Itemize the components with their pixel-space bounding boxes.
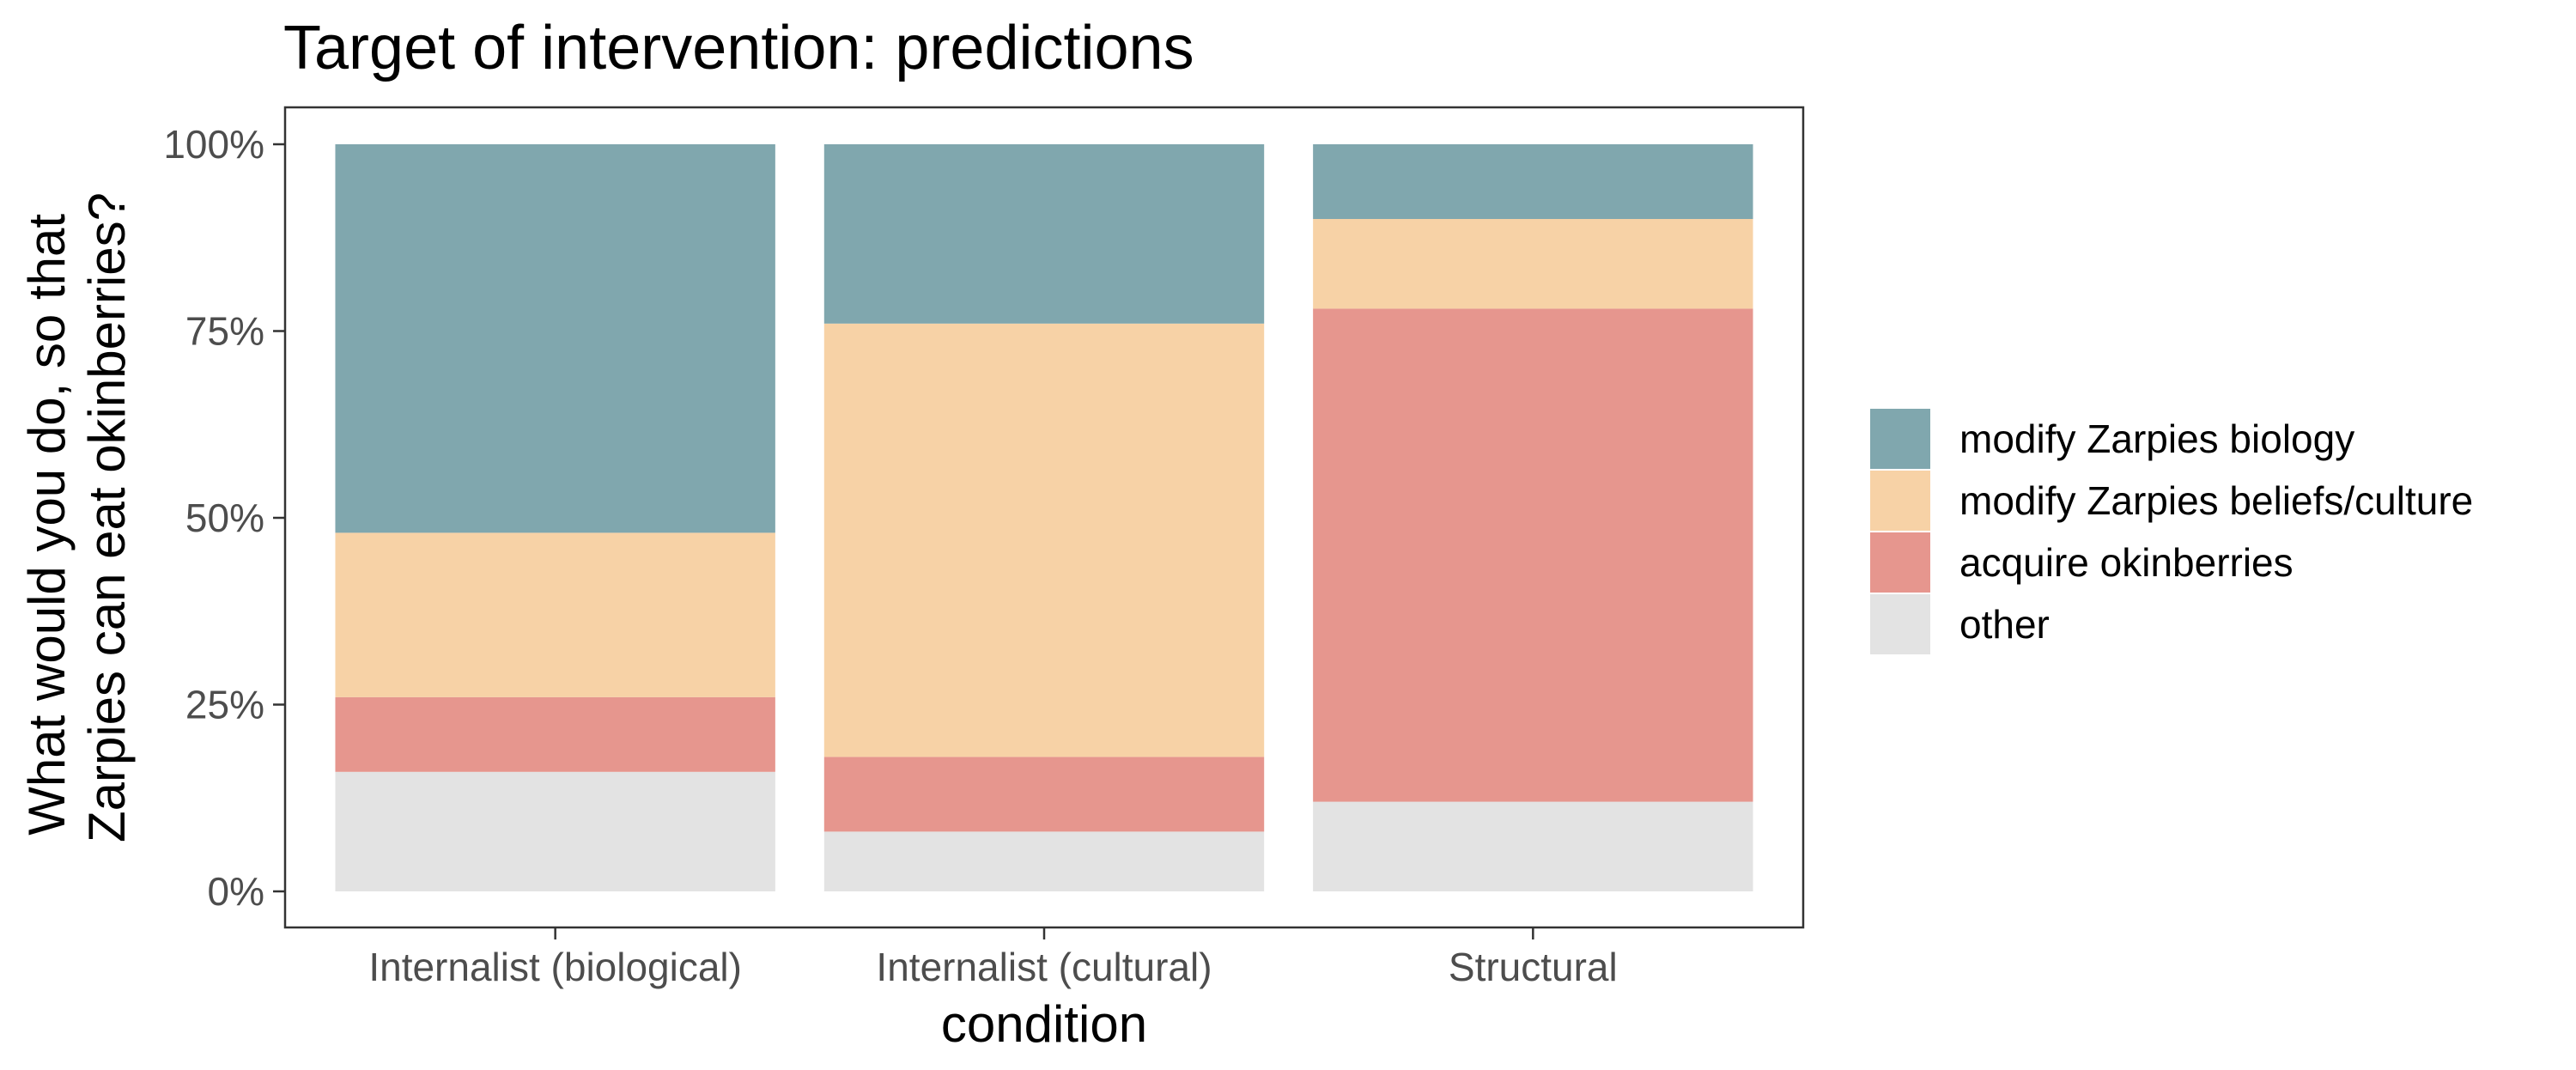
bar-segment-2-3 <box>823 323 1265 757</box>
x-tick-label: Internalist (cultural) <box>876 945 1212 989</box>
y-tick-label: 100% <box>163 122 264 167</box>
legend-key <box>1870 471 1930 531</box>
bars-group <box>335 144 1753 891</box>
x-axis-title: condition <box>941 995 1147 1053</box>
y-tick-label: 50% <box>185 495 264 540</box>
legend-label: acquire okinberries <box>1959 540 2293 585</box>
legend-label: modify Zarpies biology <box>1959 416 2354 461</box>
bar-segment-2-1 <box>823 831 1265 891</box>
y-tick-label: 25% <box>185 683 264 727</box>
y-tick-label: 75% <box>185 309 264 354</box>
bar-segment-1-4 <box>335 144 775 533</box>
legend-label: modify Zarpies beliefs/culture <box>1959 478 2473 523</box>
y-axis-title: What would you do, so that Zarpies can e… <box>18 192 136 842</box>
bar-segment-3-1 <box>1313 801 1753 891</box>
x-axis: Internalist (biological) Internalist (cul… <box>368 927 1618 989</box>
x-tick-label: Structural <box>1449 945 1618 989</box>
legend-key <box>1870 532 1930 593</box>
legend-key <box>1870 594 1930 654</box>
legend-key <box>1870 409 1930 469</box>
bar-segment-1-3 <box>335 532 775 697</box>
bar-segment-1-2 <box>335 696 775 772</box>
legend: modify Zarpies biology modify Zarpies bel… <box>1870 409 2473 654</box>
bar-segment-2-4 <box>823 144 1265 324</box>
bar-segment-3-3 <box>1313 219 1753 309</box>
chart-title: Target of intervention: predictions <box>283 14 1194 82</box>
bar-segment-3-2 <box>1313 308 1753 802</box>
bar-segment-1-1 <box>335 771 775 891</box>
legend-label: other <box>1959 602 2050 647</box>
y-axis-title-line-1: What would you do, so that <box>18 214 76 836</box>
y-tick-label: 0% <box>208 869 264 914</box>
bar-segment-2-2 <box>823 757 1265 832</box>
bar-segment-3-4 <box>1313 144 1753 219</box>
y-axis: 0% 25% 50% 75% 100% <box>163 122 285 914</box>
y-axis-title-line-2: Zarpies can eat okinberries? <box>78 192 136 842</box>
x-tick-label: Internalist (biological) <box>368 945 742 989</box>
